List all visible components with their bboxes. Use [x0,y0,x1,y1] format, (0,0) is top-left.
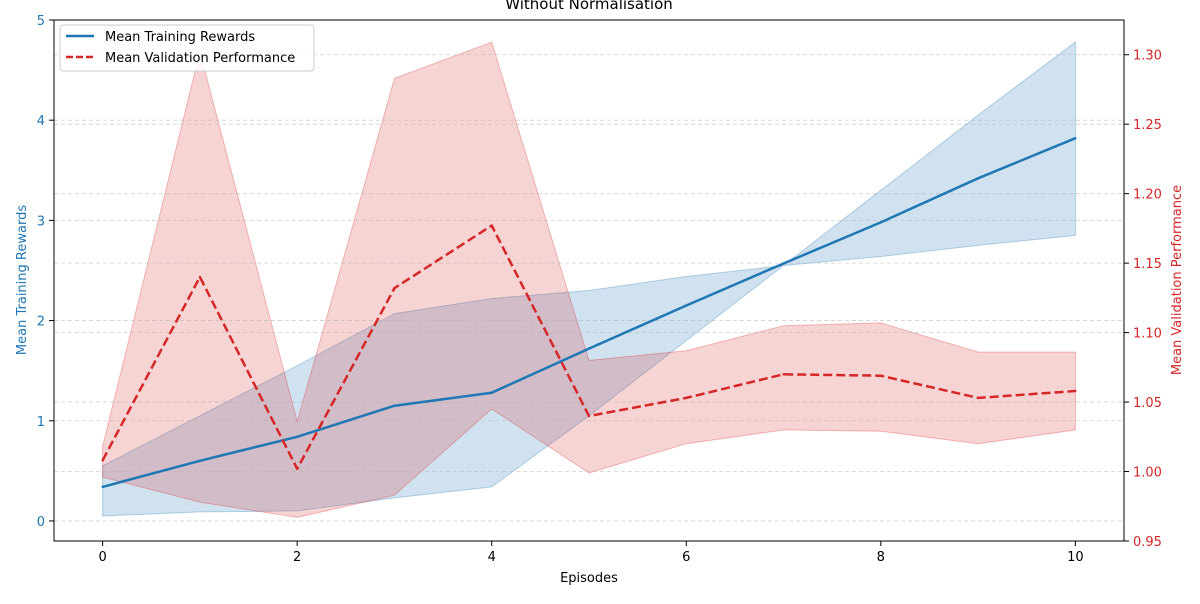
y-left-tick-label-5: 5 [37,14,45,29]
data-point-series-1-9 [976,396,980,400]
x-tick-label-2: 2 [293,550,301,565]
legend-label-validation-performance: Mean Validation Performance [105,51,295,66]
data-point-series-0-2 [295,435,299,438]
plot-frame [53,19,1125,542]
y-left-tick-label-1: 1 [37,415,45,430]
data-point-series-1-6 [685,396,688,400]
data-point-series-0-9 [976,177,980,180]
y-left-tick-label-4: 4 [37,114,45,129]
y-left-tick-label-3: 3 [37,214,45,229]
y-right-tick-label-3: 1.10 [1133,327,1162,342]
data-point-series-0-7 [782,262,785,265]
data-point-series-1-5 [587,414,591,418]
x-tick-label-8: 8 [877,550,885,565]
y-left-tick-label-2: 2 [37,315,45,330]
data-point-series-0-10 [1074,137,1077,140]
data-point-series-1-0 [101,459,104,462]
chart-title: Without Normalisation [505,0,673,13]
y-right-tick-label-7: 1.30 [1133,49,1162,64]
legend-frame [59,24,315,72]
data-point-series-0-6 [685,304,688,307]
x-tick-label-6: 6 [682,550,690,565]
y-left-tick-label-0: 0 [37,515,45,530]
y-left-axis-label: Mean Training Rewards [15,205,30,355]
x-tick-label-0: 0 [98,550,106,565]
x-axis-label: Episodes [560,571,618,586]
data-point-series-0-0 [101,485,104,489]
y-right-tick-label-0: 0.95 [1133,535,1162,550]
y-right-tick-label-1: 1.00 [1133,466,1162,481]
y-right-tick-label-5: 1.20 [1133,188,1162,203]
legend: Mean Training Rewards Mean Validation Pe… [59,24,315,72]
y-right-tick-label-6: 1.25 [1133,118,1162,133]
data-point-series-0-8 [879,221,883,224]
data-point-series-1-1 [198,275,202,279]
x-tick-label-4: 4 [488,550,496,565]
data-point-series-1-10 [1074,389,1077,393]
data-point-series-1-8 [879,374,883,377]
confidence-band-series-0 [102,40,1076,517]
data-point-series-0-4 [490,391,493,394]
y-right-tick-label-4: 1.15 [1133,257,1162,272]
data-point-series-1-2 [295,467,299,470]
confidence-band-series-1 [102,41,1076,518]
legend-label-training-rewards: Mean Training Rewards [105,30,255,45]
data-point-series-1-3 [393,286,396,290]
data-point-series-0-5 [587,347,591,350]
y-right-tick-label-2: 1.05 [1133,396,1162,411]
data-point-series-0-3 [393,404,396,407]
y-right-axis-label: Mean Validation Performance [1170,185,1185,375]
x-tick-label-10: 10 [1067,550,1084,565]
data-point-series-1-7 [782,373,785,376]
data-point-series-0-1 [198,459,202,463]
data-point-series-1-4 [490,224,493,227]
